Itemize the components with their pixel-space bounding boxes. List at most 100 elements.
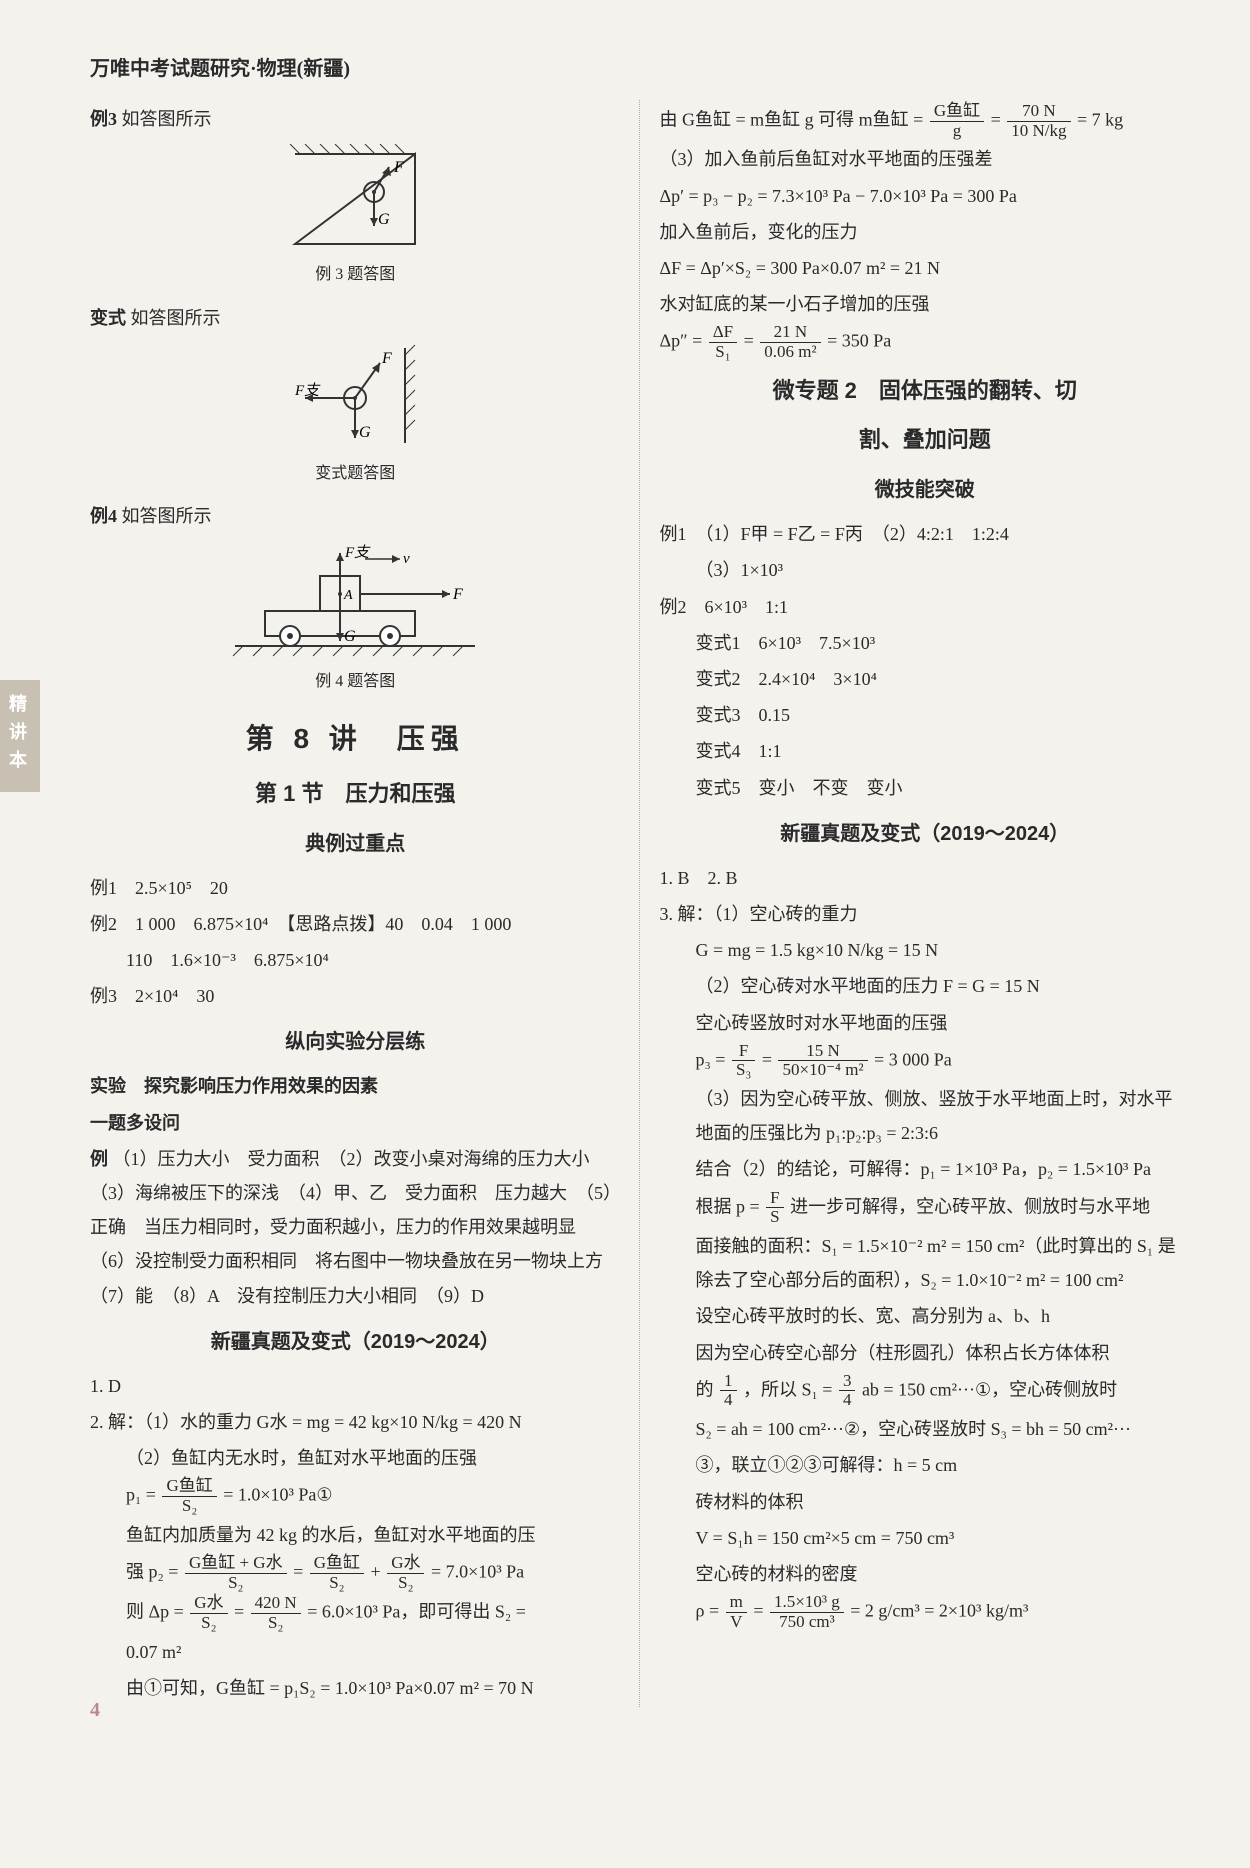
zq3-2: （2）空心砖对水平地面的压力 F = G = 15 N <box>660 969 1191 1003</box>
zq3-rho-lhs: ρ = <box>696 1600 720 1620</box>
variant-text: 如答图所示 <box>131 308 221 328</box>
frac-num: G鱼缸 + G水 <box>185 1554 287 1574</box>
q2-p1-lhs: p₁ = <box>126 1485 156 1505</box>
zq3-vol-label: 砖材料的体积 <box>660 1485 1191 1519</box>
micro-title-b: 割、叠加问题 <box>660 419 1191 461</box>
fig3-svg: F G <box>270 144 440 254</box>
frac-num: G水 <box>387 1554 424 1574</box>
q2-p2-rhs: = 7.0×10³ Pa <box>431 1561 524 1581</box>
frac-den: S₂ <box>310 1574 364 1593</box>
dp-prime: Δp′ = p₃ − p₂ = 7.3×10³ Pa − 7.0×10³ Pa … <box>660 179 1191 213</box>
zq3-solve: ③，联立①②③可解得：h = 5 cm <box>660 1448 1191 1482</box>
frac-den: S₂ <box>387 1574 424 1593</box>
frac-den: 4 <box>720 1391 737 1410</box>
ex4-text: 如答图所示 <box>122 506 212 526</box>
dpp-rhs: = 350 Pa <box>827 331 891 351</box>
exp-ex-body: （1）压力大小 受力面积 （2）改变小桌对海绵的压力大小 （3）海绵被压下的深浅… <box>90 1149 612 1306</box>
frac-den: 750 cm³ <box>770 1613 844 1632</box>
frac-num: G鱼缸 <box>310 1554 364 1574</box>
frac-num: 21 N <box>760 323 820 343</box>
svg-text:F: F <box>381 350 392 367</box>
dl-ex3: 例3 2×10⁴ 30 <box>90 979 621 1013</box>
zq3-pFS-lhs: 根据 p = <box>696 1196 760 1216</box>
q2-2: （2）鱼缸内无水时，鱼缸对水平地面的压强 <box>90 1441 621 1475</box>
right-column: 由 G鱼缸 = m鱼缸 g 可得 m鱼缸 = G鱼缸 g = 70 N 10 N… <box>660 100 1191 1707</box>
frac-num: 70 N <box>1007 102 1070 122</box>
m-ex1b: （3）1×10³ <box>660 553 1191 587</box>
zq3-hollow: 因为空心砖空心部分（柱形圆孔）体积占长方体体积 <box>660 1336 1191 1370</box>
addfish: 加入鱼前后，变化的压力 <box>660 215 1191 249</box>
svg-text:A: A <box>343 588 353 603</box>
sub-longexp: 纵向实验分层练 <box>90 1023 621 1061</box>
frac: F S <box>764 1189 785 1227</box>
two-column-layout: 例3 如答图所示 F G <box>90 100 1190 1707</box>
frac-num: F <box>766 1189 783 1209</box>
frac-den: V <box>726 1613 747 1632</box>
frac-num: 1.5×10³ g <box>770 1593 844 1613</box>
frac-num: 1 <box>720 1372 737 1392</box>
svg-text:F: F <box>452 586 463 603</box>
svg-text:G: G <box>378 211 390 228</box>
svg-text:G: G <box>359 424 371 441</box>
zq3-rho-label: 空心砖的材料的密度 <box>660 1557 1191 1591</box>
sub-zhenti: 新疆真题及变式（2019～2024） <box>90 1323 621 1361</box>
m-v2: 变式2 2.4×10⁴ 3×10⁴ <box>660 662 1191 696</box>
frac-num: G水 <box>190 1594 227 1614</box>
svg-text:v: v <box>403 551 410 567</box>
q2-addwater: 鱼缸内加质量为 42 kg 的水后，鱼缸对水平地面的压 <box>90 1518 621 1552</box>
frac-den: S₂ <box>162 1497 216 1516</box>
frac: F S₃ <box>730 1042 757 1080</box>
frac-num: G鱼缸 <box>162 1477 216 1497</box>
zq3-pFS-rhs: 进一步可解得，空心砖平放、侧放时与水平地 <box>790 1196 1150 1216</box>
exp-ex: 例 （1）压力大小 受力面积 （2）改变小桌对海绵的压力大小 （3）海绵被压下的… <box>90 1142 621 1313</box>
frac-num: 3 <box>839 1372 856 1392</box>
zq3-s2s3: S₂ = ah = 100 cm²···②，空心砖竖放时 S₃ = bh = 5… <box>660 1412 1191 1446</box>
frac: G鱼缸 + G水 S₂ <box>183 1554 289 1592</box>
frac-den: S₁ <box>709 343 737 362</box>
q2-dp-lhs: 则 Δp = <box>126 1602 184 1622</box>
dpp: Δp″ = ΔF S₁ = 21 N 0.06 m² = 350 Pa <box>660 323 1191 361</box>
ex3-label: 例3 <box>90 109 117 129</box>
dF: ΔF = Δp′×S₂ = 300 Pa×0.07 m² = 21 N <box>660 251 1191 285</box>
svg-text:F: F <box>393 159 404 176</box>
sub-zhenti2: 新疆真题及变式（2019～2024） <box>660 815 1191 853</box>
zq3-frac14: 的 1 4 ，所以 S₁ = 3 4 ab = 150 cm²···①，空心砖侧… <box>660 1372 1191 1410</box>
q2-p2: 强 p₂ = G鱼缸 + G水 S₂ = G鱼缸 S₂ + G水 S₂ = 7.… <box>90 1554 621 1592</box>
zq3-frac14-rhs: ab = 150 cm²···①，空心砖侧放时 <box>862 1379 1117 1399</box>
zq3-vol: V = S₁h = 150 cm²×5 cm = 750 cm³ <box>660 1521 1191 1555</box>
frac: G鱼缸 S₂ <box>308 1554 366 1592</box>
fig3-caption: 例 3 题答图 <box>90 260 621 290</box>
frac-den: S <box>766 1208 783 1227</box>
frac-num: m <box>726 1593 747 1613</box>
q2-s2: 0.07 m² <box>90 1635 621 1669</box>
dl-ex2a: 例2 1 000 6.875×10⁴ 【思路点拨】40 0.04 1 000 <box>90 907 621 941</box>
q2-p2-lhs: 强 p₂ = <box>126 1561 178 1581</box>
frac-den: 10 N/kg <box>1007 122 1070 141</box>
ex3-line: 例3 如答图所示 <box>90 102 621 136</box>
m-v1: 变式1 6×10³ 7.5×10³ <box>660 626 1191 660</box>
fig-var-svg: F支 F G <box>275 343 435 453</box>
frac-den: g <box>930 122 984 141</box>
frac-num: G鱼缸 <box>930 102 984 122</box>
frac-num: 420 N <box>251 1594 301 1614</box>
frac-den: S₂ <box>251 1614 301 1633</box>
side-tab: 精讲本 <box>0 680 40 792</box>
frac: 1.5×10³ g 750 cm³ <box>768 1593 846 1631</box>
zq3-p3-rhs: = 3 000 Pa <box>874 1049 952 1069</box>
frac-den: 4 <box>839 1391 856 1410</box>
m-ex2: 例2 6×10³ 1:1 <box>660 590 1191 624</box>
frac-den: S₂ <box>185 1574 287 1593</box>
book-header: 万唯中考试题研究·物理(新疆) <box>90 50 1190 88</box>
sub-dianli: 典例过重点 <box>90 825 621 863</box>
zq3-p3-lhs: p₃ = <box>696 1049 726 1069</box>
frac-den: S₃ <box>732 1061 755 1080</box>
frac-num: F <box>732 1042 755 1062</box>
frac: 21 N 0.06 m² <box>758 323 822 361</box>
exp-title-b: 一题多设问 <box>90 1106 621 1140</box>
fig-var-caption: 变式题答图 <box>90 459 621 489</box>
q1: 1. D <box>90 1369 621 1403</box>
svg-text:G: G <box>344 628 356 645</box>
exp-title-a: 实验 探究影响压力作用效果的因素 <box>90 1069 621 1103</box>
m-line: 由 G鱼缸 = m鱼缸 g 可得 m鱼缸 = G鱼缸 g = 70 N 10 N… <box>660 102 1191 140</box>
m-lhs: 由 G鱼缸 = m鱼缸 g 可得 m鱼缸 = <box>660 109 924 129</box>
